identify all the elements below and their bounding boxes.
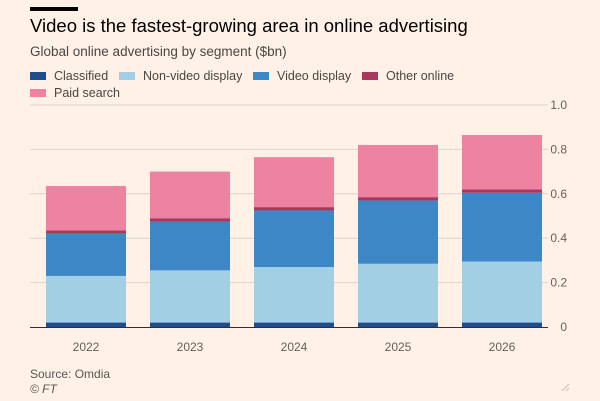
chart-title: Video is the fastest-growing area in onl…: [30, 15, 468, 36]
legend-label-paid-search: Paid search: [54, 86, 121, 100]
bar-segment-other-online: [462, 189, 542, 193]
x-tick-label: 2024: [281, 340, 308, 354]
bar-segment-classified: [358, 322, 438, 327]
bar-segment-video-display: [150, 221, 230, 271]
legend-label-other-online: Other online: [386, 69, 455, 83]
y-tick-label: 0.6: [550, 187, 567, 201]
y-tick-label: 0: [560, 320, 567, 334]
bar-segment-other-online: [358, 197, 438, 201]
legend-label-non-video-display: Non-video display: [143, 69, 243, 83]
source-note: Source: Omdia: [30, 367, 111, 381]
bar-segment-paid-search: [462, 134, 542, 190]
y-tick-label: 0.8: [550, 142, 567, 156]
bar-segment-other-online: [254, 207, 334, 211]
legend-swatch-classified: [30, 72, 46, 80]
bar-segment-non-video-display: [46, 275, 126, 323]
x-tick-label: 2023: [177, 340, 204, 354]
bar-segment-classified: [150, 322, 230, 327]
y-tick-label: 1.0: [550, 98, 567, 112]
legend-swatch-non-video-display: [119, 72, 135, 80]
ft-top-rule: [30, 7, 78, 11]
legend-swatch-paid-search: [30, 89, 46, 97]
resize-corner-icon: [561, 383, 570, 392]
bar-segment-paid-search: [46, 186, 126, 231]
legend-label-classified: Classified: [54, 69, 109, 83]
chart-subtitle: Global online advertising by segment ($b…: [30, 44, 287, 59]
legend-item-classified: Classified: [30, 69, 108, 83]
legend-item-video-display: Video display: [253, 69, 351, 83]
bar-segment-paid-search: [254, 157, 334, 208]
legend-item-paid-search: Paid search: [30, 86, 120, 100]
bar-segment-paid-search: [150, 171, 230, 219]
x-tick-label: 2025: [385, 340, 412, 354]
bar-segment-classified: [462, 322, 542, 327]
bar-segment-non-video-display: [150, 270, 230, 323]
bar-segment-non-video-display: [462, 261, 542, 323]
y-tick-label: 0.2: [550, 276, 567, 290]
copyright-note: © FT: [30, 382, 57, 396]
bar-segment-video-display: [358, 200, 438, 264]
bar-segment-paid-search: [358, 144, 438, 198]
x-tick-label: 2022: [73, 340, 100, 354]
legend-item-non-video-display: Non-video display: [119, 69, 242, 83]
bar-segment-video-display: [462, 192, 542, 262]
legend-swatch-other-online: [362, 72, 378, 80]
legend-label-video-display: Video display: [277, 69, 352, 83]
bar-segment-video-display: [254, 210, 334, 268]
x-tick-label: 2026: [489, 340, 516, 354]
bar-segment-other-online: [46, 230, 126, 234]
legend-item-other-online: Other online: [362, 69, 454, 83]
legend-swatch-video-display: [253, 72, 269, 80]
bar-segment-non-video-display: [254, 267, 334, 323]
bar-segment-non-video-display: [358, 263, 438, 323]
bar-segment-classified: [254, 322, 334, 327]
y-tick-label: 0.4: [550, 231, 567, 245]
bar-segment-other-online: [150, 218, 230, 222]
bar-segment-classified: [46, 322, 126, 327]
bar-segment-video-display: [46, 233, 126, 276]
